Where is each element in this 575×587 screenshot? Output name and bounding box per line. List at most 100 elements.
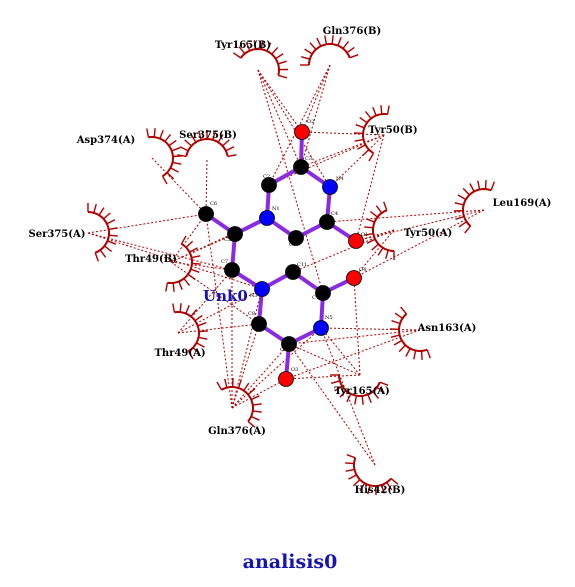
- residue-spoke: [386, 482, 393, 491]
- residue-label: Thr49(A): [154, 348, 205, 359]
- residue-spoke: [331, 35, 334, 45]
- residue-spoke: [354, 138, 364, 142]
- residue-spoke: [250, 395, 260, 401]
- residue-spoke: [198, 336, 208, 340]
- residue-leu169a: Leu169(A): [453, 180, 551, 234]
- residue-spoke: [359, 116, 368, 124]
- residue-label: Ser375(A): [29, 229, 86, 240]
- residue-spoke: [225, 146, 235, 152]
- residue-spoke: [354, 132, 364, 135]
- residue-asn163a: Asn163(A): [389, 306, 476, 360]
- residue-spoke: [372, 391, 380, 400]
- residue-spoke: [190, 308, 198, 317]
- residue-asp374a: Asp374(A): [76, 128, 182, 185]
- residue-tyr165a: Tyr165(A): [330, 374, 390, 405]
- contact-line-tyr165b-c3: [257, 69, 302, 168]
- diagram-caption: analisis0: [243, 551, 338, 573]
- residue-spoke: [107, 240, 117, 245]
- residue-spoke: [166, 172, 175, 180]
- residue-spoke: [94, 252, 99, 262]
- ligand-name: Unk0: [203, 287, 248, 305]
- residue-spoke: [484, 180, 487, 190]
- atom-sphere: [322, 179, 338, 195]
- residue-spoke: [224, 378, 228, 388]
- atom-label: C3: [305, 156, 312, 162]
- residue-spoke: [304, 48, 313, 55]
- residue-spoke: [237, 379, 242, 389]
- residue-arc: [352, 457, 392, 487]
- residue-spoke: [364, 232, 374, 236]
- residue-spoke: [357, 144, 366, 150]
- residue-spoke: [413, 350, 417, 360]
- contact-line-gln376a-n3: [231, 288, 263, 409]
- residue-spoke: [385, 250, 389, 259]
- residue-spoke: [192, 347, 201, 355]
- contact-line-tyr50a-c11: [292, 229, 395, 273]
- residue-spoke: [454, 202, 464, 206]
- residue-spoke: [457, 194, 467, 201]
- atom-sphere: [313, 320, 329, 336]
- residue-spoke: [393, 339, 403, 346]
- residue-spoke: [260, 40, 264, 50]
- atom-label: C8: [248, 311, 255, 317]
- atom-sphere: [224, 262, 240, 278]
- atom-sphere: [198, 206, 214, 222]
- residue-spoke: [349, 54, 359, 59]
- residue-spoke: [334, 385, 343, 392]
- contact-line-gln376b-c3: [300, 64, 331, 168]
- residue-label: Tyr165(B): [215, 40, 271, 51]
- residue-spoke: [469, 183, 475, 192]
- residue-spoke: [398, 344, 406, 353]
- residue-spoke: [98, 207, 105, 216]
- residue-spoke: [455, 215, 465, 220]
- atom-o2: O2: [294, 119, 314, 140]
- residue-ser375a: Ser375(A): [29, 203, 118, 262]
- residue-spoke: [324, 35, 328, 45]
- residue-spoke: [477, 180, 481, 190]
- residue-spoke: [187, 350, 194, 360]
- residue-spoke: [458, 221, 467, 228]
- atom-c10: C10: [312, 285, 331, 301]
- atom-label: N4: [336, 176, 344, 182]
- residue-tyr165b: Tyr165(B): [215, 40, 289, 79]
- residue-spoke: [212, 131, 216, 140]
- contact-line-asp374a-c6: [151, 157, 207, 215]
- residue-label: Asp374(A): [76, 135, 135, 146]
- residue-spoke: [345, 468, 355, 472]
- atom-n3: N3: [250, 281, 270, 299]
- atom-c7: C7: [221, 259, 240, 278]
- residue-spoke: [367, 485, 371, 495]
- contact-line-thr49a-c7: [177, 269, 233, 334]
- residue-spoke: [243, 382, 250, 391]
- residue-spoke: [93, 204, 97, 213]
- atom-label: C5: [224, 237, 231, 243]
- residue-spoke: [108, 227, 118, 231]
- residue-spoke: [364, 110, 372, 119]
- atom-sphere: [259, 210, 275, 226]
- residue-spoke: [354, 395, 358, 405]
- residue-ser375b: Ser375(B): [177, 130, 237, 158]
- atom-c2: C2: [261, 174, 277, 193]
- residue-spoke: [309, 42, 317, 50]
- residue-spoke: [247, 420, 256, 428]
- atom-n5: N5: [313, 315, 333, 336]
- residue-spoke: [185, 304, 190, 314]
- atom-sphere: [294, 124, 310, 140]
- atom-c4: C4: [319, 211, 338, 230]
- residue-spoke: [171, 147, 181, 152]
- residue-spoke: [103, 212, 111, 220]
- contact-line-tyr165b-n4: [257, 69, 331, 188]
- residue-label: His42(B): [355, 485, 406, 496]
- residue-spoke: [153, 128, 156, 138]
- residue-spoke: [368, 152, 375, 162]
- residue-spoke: [190, 134, 197, 143]
- atom-label: N3: [250, 293, 258, 299]
- atom-sphere: [278, 371, 294, 387]
- residue-label: Tyr50(A): [404, 228, 453, 239]
- residue-spoke: [190, 268, 200, 273]
- residue-spoke: [165, 282, 169, 292]
- residue-spoke: [178, 281, 183, 291]
- residue-spoke: [301, 56, 310, 60]
- atom-label: C6: [210, 201, 217, 207]
- residue-spoke: [253, 40, 257, 50]
